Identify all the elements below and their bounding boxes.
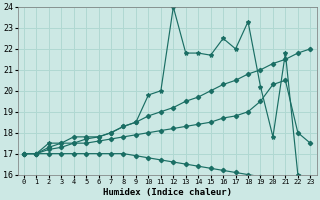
X-axis label: Humidex (Indice chaleur): Humidex (Indice chaleur) <box>103 188 232 197</box>
